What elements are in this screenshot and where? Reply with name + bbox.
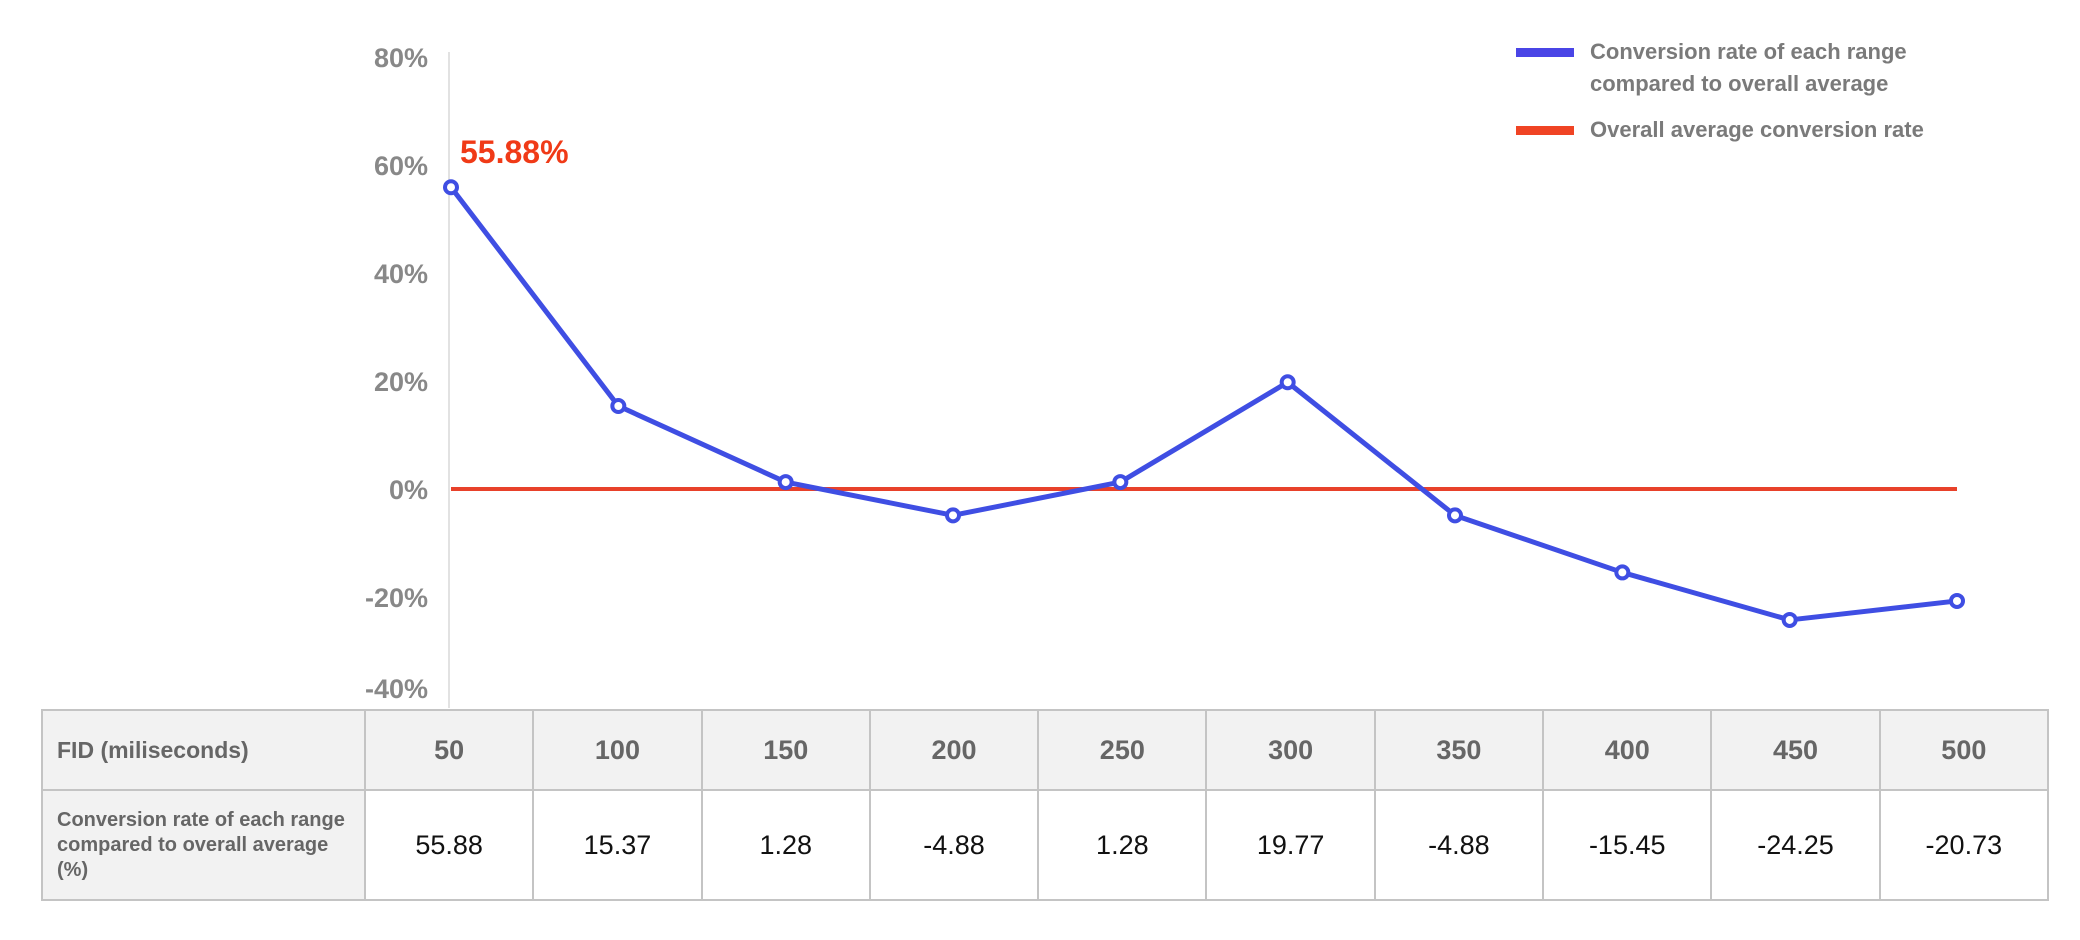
table-cell: -24.25 bbox=[1710, 789, 1881, 901]
column-header: 100 bbox=[532, 709, 703, 791]
y-tick-label: 20% bbox=[374, 367, 428, 397]
column-header: 50 bbox=[363, 709, 535, 791]
table-cell: 1.28 bbox=[1037, 789, 1208, 901]
data-point bbox=[1279, 374, 1296, 391]
data-point bbox=[1614, 564, 1631, 581]
column-header: 250 bbox=[1037, 709, 1208, 791]
column-header: 450 bbox=[1710, 709, 1881, 791]
header-label: FID (miliseconds) bbox=[41, 709, 366, 791]
y-tick-label: 60% bbox=[374, 151, 428, 181]
data-point bbox=[1781, 611, 1798, 628]
data-point bbox=[777, 474, 794, 491]
data-point bbox=[1112, 474, 1129, 491]
data-point bbox=[610, 398, 627, 415]
table-cell: -4.88 bbox=[868, 789, 1040, 901]
y-tick-label: 40% bbox=[374, 259, 428, 289]
table-cell: -20.73 bbox=[1878, 789, 2050, 901]
legend: Conversion rate of each range compared t… bbox=[1516, 36, 2010, 160]
y-tick-label: 80% bbox=[374, 43, 428, 73]
data-table: FID (miliseconds) 50 100 150 200 250 300 350 40… bbox=[41, 709, 2050, 901]
column-header: 200 bbox=[868, 709, 1040, 791]
y-tick-label: -20% bbox=[365, 583, 428, 613]
y-tick-label: 0% bbox=[389, 475, 428, 505]
data-point bbox=[945, 507, 961, 524]
legend-swatch-red bbox=[1516, 126, 1574, 135]
line-chart: 80% 60% 40% 20% 0% -20% -40% 55.88% bbox=[365, 43, 1965, 708]
table-cell: 19.77 bbox=[1205, 789, 1376, 901]
legend-item-conversion-rate: Conversion rate of each range compared t… bbox=[1516, 36, 2010, 100]
table-cell: -4.88 bbox=[1373, 789, 1545, 901]
column-header: 500 bbox=[1878, 709, 2050, 791]
table-cell: 55.88 bbox=[363, 789, 535, 901]
legend-label: Overall average conversion rate bbox=[1590, 117, 1924, 142]
row-label: Conversion rate of each range compared t… bbox=[41, 789, 366, 901]
y-tick-label: -40% bbox=[365, 674, 428, 704]
data-point bbox=[1447, 507, 1463, 524]
data-label-annotation: 55.88% bbox=[460, 134, 569, 170]
column-header: 150 bbox=[700, 709, 871, 791]
table-cell: 1.28 bbox=[700, 789, 871, 901]
conversion-rate-line bbox=[449, 185, 1958, 623]
legend-swatch-blue bbox=[1516, 48, 1574, 57]
table-cell: -15.45 bbox=[1542, 789, 1713, 901]
data-point bbox=[443, 179, 459, 196]
legend-item-overall-average: Overall average conversion rate bbox=[1516, 114, 2010, 146]
table-header-row: FID (miliseconds) 50 100 150 200 250 300 350 40… bbox=[41, 709, 2050, 791]
table-cell: 15.37 bbox=[532, 789, 703, 901]
data-point bbox=[1949, 592, 1965, 609]
column-header: 400 bbox=[1542, 709, 1713, 791]
legend-label: Conversion rate of each range compared t… bbox=[1590, 39, 1907, 96]
table-row: Conversion rate of each range compared t… bbox=[41, 789, 2050, 901]
column-header: 300 bbox=[1205, 709, 1376, 791]
column-header: 350 bbox=[1373, 709, 1545, 791]
